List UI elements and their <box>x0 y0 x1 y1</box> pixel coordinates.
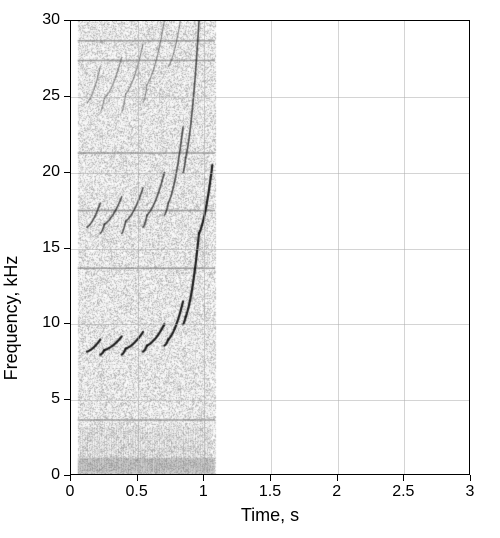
grid-line-v <box>271 21 272 474</box>
x-axis-label: Time, s <box>241 505 299 526</box>
grid-line-v <box>338 21 339 474</box>
x-tick <box>403 475 404 481</box>
x-tick-label: 2 <box>332 483 341 501</box>
y-tick-label: 10 <box>42 314 60 332</box>
x-tick-label: 0 <box>66 483 75 501</box>
y-tick <box>64 20 70 21</box>
figure-container: Frequency, kHz Time, s 00.511.522.530510… <box>0 0 500 538</box>
y-tick <box>64 96 70 97</box>
y-tick <box>64 172 70 173</box>
x-tick-label: 1 <box>199 483 208 501</box>
grid-line-v <box>404 21 405 474</box>
y-tick-label: 25 <box>42 87 60 105</box>
x-tick <box>270 475 271 481</box>
y-tick-label: 0 <box>51 466 60 484</box>
x-tick <box>203 475 204 481</box>
y-tick-label: 30 <box>42 11 60 29</box>
x-tick <box>70 475 71 481</box>
y-tick <box>64 248 70 249</box>
x-tick <box>337 475 338 481</box>
y-tick-label: 15 <box>42 239 60 257</box>
grid-line-h <box>71 173 469 174</box>
x-tick-label: 1.5 <box>259 483 281 501</box>
y-tick <box>64 323 70 324</box>
x-tick-label: 2.5 <box>392 483 414 501</box>
y-tick-label: 20 <box>42 163 60 181</box>
y-tick <box>64 399 70 400</box>
x-tick-label: 3 <box>466 483 475 501</box>
grid-line-h <box>71 97 469 98</box>
grid-line-v <box>204 21 205 474</box>
grid-line-v <box>138 21 139 474</box>
x-tick <box>470 475 471 481</box>
spectrogram-plot <box>70 20 470 475</box>
grid-line-h <box>71 324 469 325</box>
y-tick-label: 5 <box>51 390 60 408</box>
grid-line-h <box>71 400 469 401</box>
y-axis-label: Frequency, kHz <box>1 255 22 380</box>
x-tick <box>137 475 138 481</box>
x-tick-label: 0.5 <box>126 483 148 501</box>
grid-line-h <box>71 249 469 250</box>
y-tick <box>64 475 70 476</box>
